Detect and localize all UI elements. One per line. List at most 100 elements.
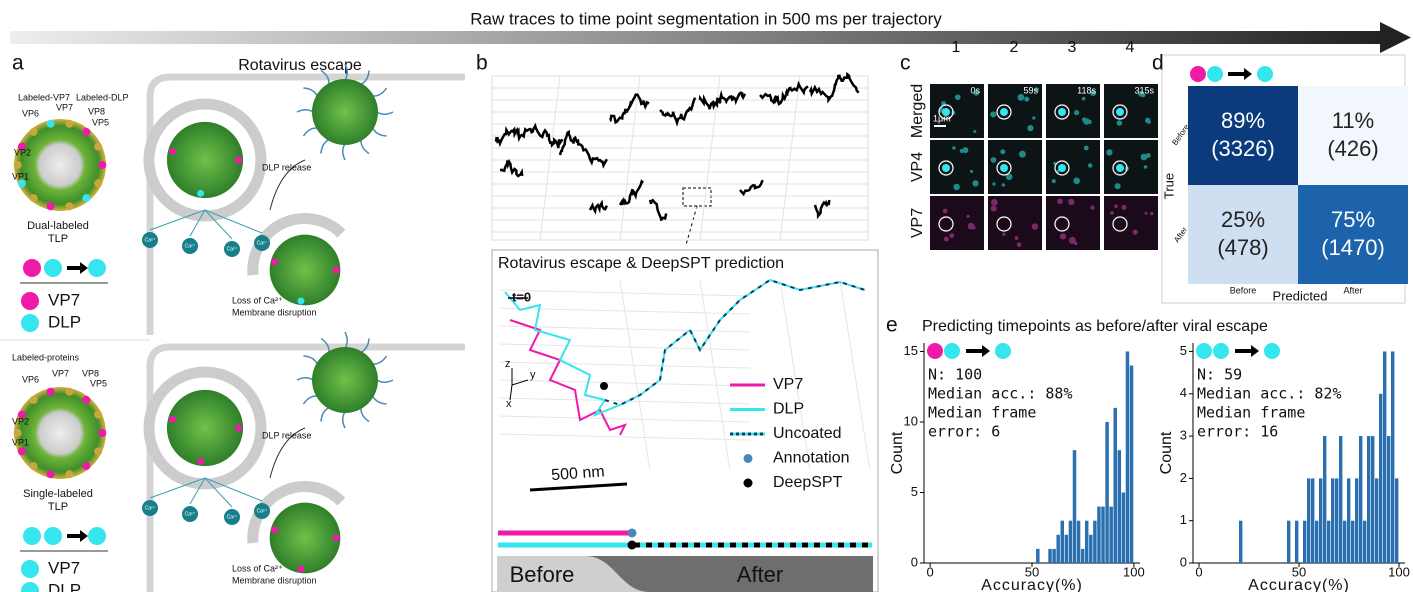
particle-signal <box>1000 108 1008 116</box>
legend-dot <box>1264 343 1280 359</box>
trace <box>609 93 650 125</box>
trace <box>618 179 645 206</box>
annotation: Median frame <box>928 404 1036 422</box>
y-tick-label: 10 <box>904 413 918 428</box>
speck <box>1114 204 1118 209</box>
speck <box>1024 96 1030 102</box>
legend-dot <box>88 259 106 277</box>
bar <box>1129 365 1134 563</box>
bar <box>1375 478 1379 563</box>
speck <box>1144 117 1151 124</box>
speck <box>1083 118 1090 125</box>
scale-label: 500 nm <box>551 463 605 484</box>
bar <box>1387 436 1391 563</box>
roi-circle <box>938 160 954 176</box>
particle-label: Dual-labeled <box>27 220 89 232</box>
virus-label-dot <box>98 161 107 169</box>
release-label: DLP release <box>262 430 311 440</box>
speck <box>1059 233 1067 240</box>
spike <box>302 395 318 405</box>
annotation: Median frame <box>1197 404 1305 422</box>
virus-label-dot <box>94 410 103 419</box>
speck <box>1144 211 1148 215</box>
speck <box>1121 204 1127 210</box>
legend-dot <box>1190 66 1206 82</box>
legend-dot <box>23 259 41 277</box>
ion <box>254 503 270 519</box>
ion <box>182 506 198 522</box>
bar <box>1084 520 1089 563</box>
trace <box>759 80 809 106</box>
y-tick-label: 2 <box>1180 470 1187 485</box>
virus-label-dot <box>332 534 340 542</box>
y-tick-label: 0 <box>1180 554 1187 569</box>
ion-arrow <box>204 477 233 508</box>
y-class-label: After <box>1172 225 1189 244</box>
legend-dot <box>44 259 62 277</box>
virus-label-dot <box>65 202 74 211</box>
perspective-grid <box>499 433 751 441</box>
perspective-grid <box>779 75 801 241</box>
bar <box>1347 478 1351 563</box>
legend-label: VP7 <box>48 558 80 577</box>
legend-dot <box>88 527 106 545</box>
legend-dot <box>743 478 753 488</box>
time-label: 118s <box>1077 85 1096 95</box>
speck <box>1051 179 1056 184</box>
protein-label: VP1 <box>12 171 29 181</box>
particle-signal <box>1000 164 1008 172</box>
virus <box>166 389 244 467</box>
bar <box>1351 520 1355 563</box>
spike <box>360 407 370 423</box>
virus <box>14 387 106 479</box>
trajectory-dlp <box>504 278 866 418</box>
speck <box>1018 150 1026 158</box>
spike <box>296 108 314 113</box>
micrograph <box>1046 140 1100 194</box>
cell-count: (3326) <box>1211 136 1275 161</box>
perspective-grid <box>779 279 811 471</box>
spike <box>341 411 346 429</box>
scale-bar <box>529 482 628 492</box>
spike <box>296 376 314 381</box>
roi-circle <box>1112 160 1128 176</box>
virus-label-dot <box>94 179 103 188</box>
bar <box>1052 548 1056 563</box>
legend-label: Annotation <box>773 450 850 467</box>
axes-icon <box>509 368 529 401</box>
y-tick-label: 5 <box>911 484 918 499</box>
protein-label: Labeled-VP7 <box>18 92 70 102</box>
bar <box>1331 478 1335 563</box>
time-label: 315s <box>1134 85 1154 95</box>
x-tick-label: 0 <box>1195 564 1202 579</box>
virus-label-dot <box>297 297 305 305</box>
spike <box>360 139 370 155</box>
endosome <box>143 366 267 490</box>
speck <box>1090 90 1097 96</box>
speck <box>1005 173 1013 181</box>
virus-label-dot <box>197 189 205 197</box>
header-arrow <box>10 31 1385 44</box>
speck <box>990 205 997 212</box>
perspective-grid <box>499 289 751 297</box>
trace <box>648 198 668 221</box>
bar <box>1101 506 1105 563</box>
virus <box>269 234 341 306</box>
bar <box>1093 520 1097 563</box>
trace-box <box>491 75 869 241</box>
prediction-box <box>491 249 879 592</box>
matrix-cell <box>1298 86 1408 185</box>
x-class-label: Before <box>1230 285 1257 295</box>
speck <box>973 129 977 134</box>
bar <box>1113 407 1117 563</box>
perspective-grid <box>539 75 561 241</box>
trace <box>494 122 564 149</box>
x-class-label: After <box>1343 285 1362 295</box>
bar <box>1080 548 1085 563</box>
ion-arrow <box>149 477 206 499</box>
roi-circle <box>996 216 1012 232</box>
protein-label: VP5 <box>92 117 109 127</box>
panel-title: Rotavirus escape & DeepSPT prediction <box>498 255 784 272</box>
column-label: 3 <box>1068 39 1077 56</box>
bar <box>1363 520 1367 563</box>
